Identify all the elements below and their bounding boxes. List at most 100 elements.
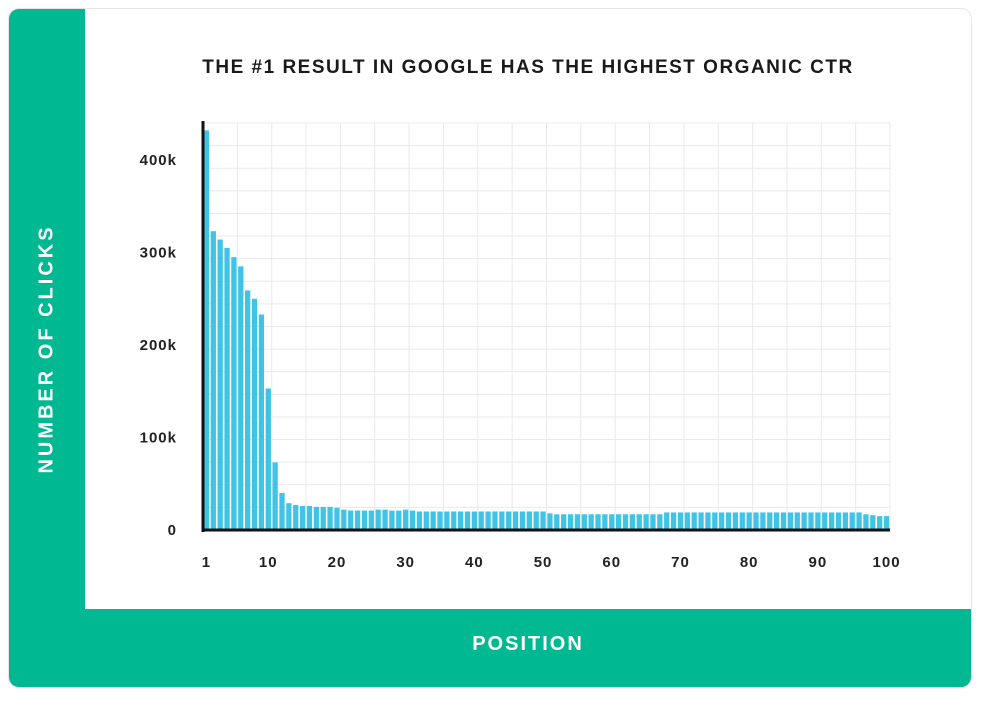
bar-44 (499, 511, 505, 530)
bar-56 (581, 514, 587, 530)
x-tick-label: 40 (465, 554, 484, 571)
bar-8 (251, 298, 258, 530)
bar-63 (629, 514, 636, 530)
bar-66 (650, 514, 656, 530)
bar-95 (849, 512, 855, 530)
bar-97 (863, 514, 869, 530)
bar-20 (334, 507, 340, 530)
bar-75 (712, 512, 718, 530)
bar-45 (506, 511, 512, 530)
bar-5 (231, 257, 237, 531)
bar-80 (746, 512, 752, 530)
bar-52 (554, 514, 560, 530)
bar-30 (403, 509, 409, 530)
bar-55 (574, 514, 581, 530)
bar-36 (444, 511, 450, 530)
bar-49 (533, 511, 539, 530)
bars (203, 130, 890, 531)
bar-33 (423, 511, 429, 530)
bar-73 (698, 512, 704, 530)
bar-47 (519, 511, 526, 530)
bar-54 (567, 514, 574, 530)
y-axis-band: NUMBER OF CLICKS (9, 9, 85, 687)
bar-28 (389, 510, 395, 530)
bar-37 (451, 511, 457, 530)
bar-84 (774, 512, 780, 530)
bar-41 (478, 511, 484, 530)
bar-2 (210, 231, 216, 530)
y-tick-label: 0 (168, 522, 177, 539)
bar-12 (279, 493, 285, 530)
bar-15 (299, 505, 306, 530)
x-tick-label: 10 (259, 554, 278, 571)
bar-22 (348, 510, 354, 530)
bar-17 (313, 506, 319, 531)
bar-46 (512, 511, 519, 530)
x-tick-label: 70 (671, 554, 690, 571)
bar-14 (293, 505, 299, 530)
y-tick-label: 300k (140, 245, 177, 262)
bar-51 (547, 513, 553, 530)
y-tick-label: 200k (140, 337, 177, 354)
x-axis-band: POSITION (85, 609, 971, 687)
bar-6 (238, 266, 244, 531)
bar-82 (760, 512, 766, 530)
bar-64 (636, 514, 642, 530)
bar-1 (203, 130, 210, 530)
bar-91 (822, 512, 828, 530)
bar-58 (595, 514, 601, 530)
bar-40 (471, 511, 477, 530)
bar-78 (732, 512, 739, 530)
x-axis-label: POSITION (472, 633, 584, 655)
bar-4 (224, 247, 230, 531)
bar-31 (409, 510, 416, 530)
y-tick-label: 100k (140, 430, 177, 447)
axes (201, 121, 890, 532)
bar-39 (464, 511, 471, 530)
bar-62 (622, 514, 629, 530)
bar-69 (670, 512, 677, 530)
bar-23 (354, 510, 361, 530)
bar-11 (272, 462, 278, 530)
chart-title: THE #1 RESULT IN GOOGLE HAS THE HIGHEST … (202, 57, 854, 78)
bar-93 (835, 512, 842, 530)
bar-19 (327, 506, 333, 531)
x-tick-label: 90 (809, 554, 828, 571)
bar-42 (485, 511, 491, 530)
bar-98 (870, 515, 876, 530)
bar-43 (492, 511, 498, 530)
bar-67 (657, 514, 663, 530)
x-tick-labels: 1 10 20 30 40 50 60 70 80 90 100 (202, 554, 901, 571)
bar-34 (430, 511, 436, 530)
bar-7 (245, 290, 251, 530)
bar-26 (375, 509, 381, 530)
bar-16 (306, 505, 313, 530)
bar-60 (609, 514, 615, 530)
bar-24 (361, 510, 368, 530)
bar-18 (320, 506, 326, 531)
x-tick-label: 100 (873, 554, 901, 571)
bar-92 (828, 512, 835, 530)
bar-10 (265, 388, 271, 530)
chart-card: NUMBER OF CLICKS POSITION THE #1 RESULT … (9, 9, 971, 687)
bar-85 (780, 512, 787, 530)
bar-38 (457, 511, 464, 530)
x-tick-label: 30 (396, 554, 415, 571)
bar-76 (719, 512, 725, 530)
x-tick-label: 1 (202, 554, 211, 571)
bar-96 (856, 512, 862, 530)
bar-53 (561, 514, 567, 530)
bar-90 (815, 512, 821, 530)
bar-61 (616, 514, 622, 530)
bar-27 (382, 509, 388, 530)
bar-50 (540, 511, 546, 530)
bar-57 (588, 514, 594, 530)
bar-71 (684, 512, 690, 530)
bar-65 (643, 514, 649, 530)
bar-81 (753, 512, 759, 530)
bar-chart: 0 100k 200k 300k 400k 1 10 20 30 40 50 60 70 80 90 100 (140, 121, 901, 571)
x-tick-label: 50 (534, 554, 553, 571)
bar-21 (341, 509, 347, 530)
bar-100 (883, 516, 890, 531)
bar-87 (794, 512, 800, 530)
